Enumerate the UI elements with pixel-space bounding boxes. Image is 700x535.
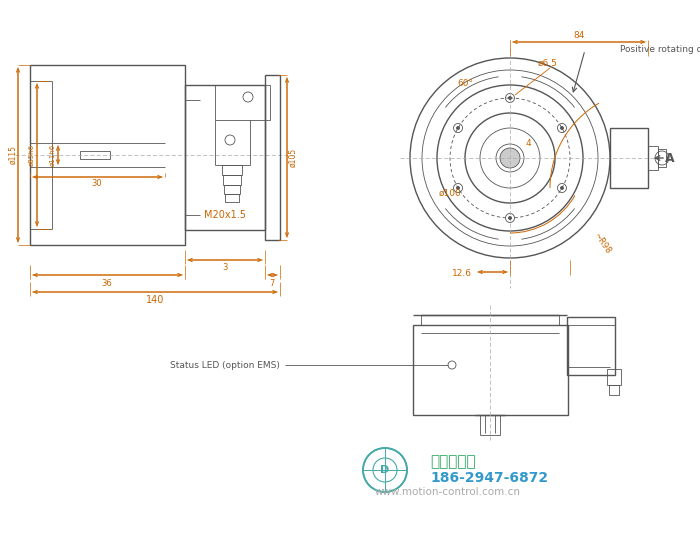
- Circle shape: [508, 96, 512, 100]
- Bar: [610, 128, 648, 188]
- Bar: [225, 194, 239, 202]
- Text: 西安德伍拓: 西安德伍拓: [430, 455, 475, 470]
- Bar: [30, 65, 185, 245]
- Text: 4: 4: [525, 139, 531, 148]
- Bar: [607, 369, 621, 385]
- Bar: [567, 317, 615, 375]
- Text: M20x1.5: M20x1.5: [204, 210, 246, 220]
- Text: 30: 30: [92, 180, 102, 188]
- Bar: [224, 185, 240, 194]
- Text: ø105: ø105: [288, 148, 298, 166]
- Text: ~R98: ~R98: [592, 231, 612, 255]
- Circle shape: [508, 217, 512, 219]
- Text: ø6.5: ø6.5: [538, 58, 558, 67]
- Text: ø100: ø100: [439, 188, 461, 197]
- Bar: [80, 151, 110, 159]
- Text: 12.6: 12.6: [452, 270, 472, 279]
- Bar: [648, 146, 658, 170]
- Text: A: A: [665, 152, 675, 165]
- Text: ø11h6: ø11h6: [50, 144, 56, 166]
- Bar: [223, 175, 241, 185]
- Text: www.motion-control.com.cn: www.motion-control.com.cn: [375, 487, 521, 497]
- Bar: [413, 325, 568, 415]
- Bar: [658, 149, 666, 167]
- Text: 3: 3: [223, 264, 228, 272]
- Bar: [609, 385, 619, 395]
- Circle shape: [456, 126, 459, 129]
- Bar: [185, 85, 265, 230]
- Text: ø115: ø115: [8, 146, 18, 164]
- Text: ø85h6: ø85h6: [29, 144, 35, 166]
- Bar: [222, 165, 242, 175]
- Circle shape: [561, 126, 564, 129]
- Circle shape: [561, 187, 564, 189]
- Text: 140: 140: [146, 295, 164, 305]
- Text: 84: 84: [573, 32, 584, 41]
- Text: 60°: 60°: [457, 79, 473, 88]
- Circle shape: [456, 187, 459, 189]
- Text: Status LED (option EMS): Status LED (option EMS): [170, 361, 280, 370]
- Text: 36: 36: [102, 279, 113, 287]
- Text: D: D: [380, 465, 390, 475]
- Bar: [265, 75, 280, 240]
- Text: 186-2947-6872: 186-2947-6872: [430, 471, 548, 485]
- Circle shape: [500, 148, 520, 168]
- Text: 7: 7: [270, 279, 274, 287]
- Text: Positive rotating direction: Positive rotating direction: [620, 45, 700, 55]
